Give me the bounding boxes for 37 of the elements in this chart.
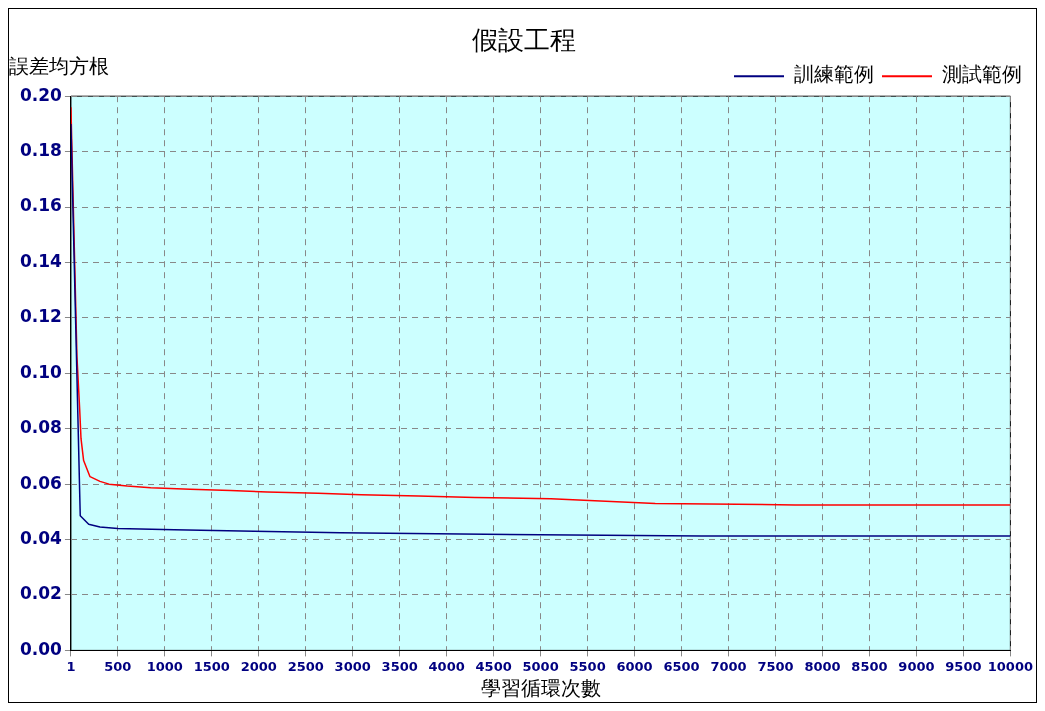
legend-label: 測試範例 [942,62,1022,87]
x-tick-label: 2000 [240,658,277,674]
y-tick-label: 0.20 [19,84,63,105]
x-tick-label: 4500 [475,658,512,674]
x-tick-label: 8000 [804,658,841,674]
y-tick-label: 0.00 [19,638,63,659]
y-tick-label: 0.12 [19,306,62,327]
x-tick-label: 1500 [193,658,230,674]
x-tick-label: 1 [66,658,76,674]
x-tick-label: 2500 [287,658,324,674]
x-axis-title: 學習循環次數 [480,676,601,701]
y-tick-label: 0.04 [19,527,63,548]
x-tick-label: 3000 [334,658,371,674]
y-tick-label: 0.06 [19,472,62,493]
x-tick-label: 7500 [757,658,794,674]
x-tick-label: 3500 [381,658,418,674]
x-tick-label: 7000 [710,658,747,674]
y-tick-label: 0.02 [19,583,62,604]
x-tick-label: 500 [104,658,132,674]
y-axis-title: 誤差均方根 [9,53,109,80]
chart-title: 假設工程 [471,25,576,56]
y-tick-label: 0.18 [19,140,62,161]
legend-label: 訓練範例 [794,62,874,87]
y-tick-label: 0.14 [19,250,63,271]
y-tick-label: 0.16 [19,195,62,216]
y-tick-label: 0.10 [19,361,63,382]
x-tick-label: 4000 [428,658,465,674]
x-tick-label: 8500 [851,658,888,674]
x-tick-label: 9000 [898,658,935,674]
x-tick-label: 9500 [945,658,982,674]
x-tick-label: 10000 [987,658,1033,674]
x-tick-label: 5500 [569,658,606,674]
y-tick-label: 0.08 [19,417,62,438]
x-tick-label: 6000 [616,658,653,674]
x-tick-label: 5000 [522,658,559,674]
x-tick-label: 6500 [663,658,700,674]
x-tick-label: 1000 [146,658,183,674]
